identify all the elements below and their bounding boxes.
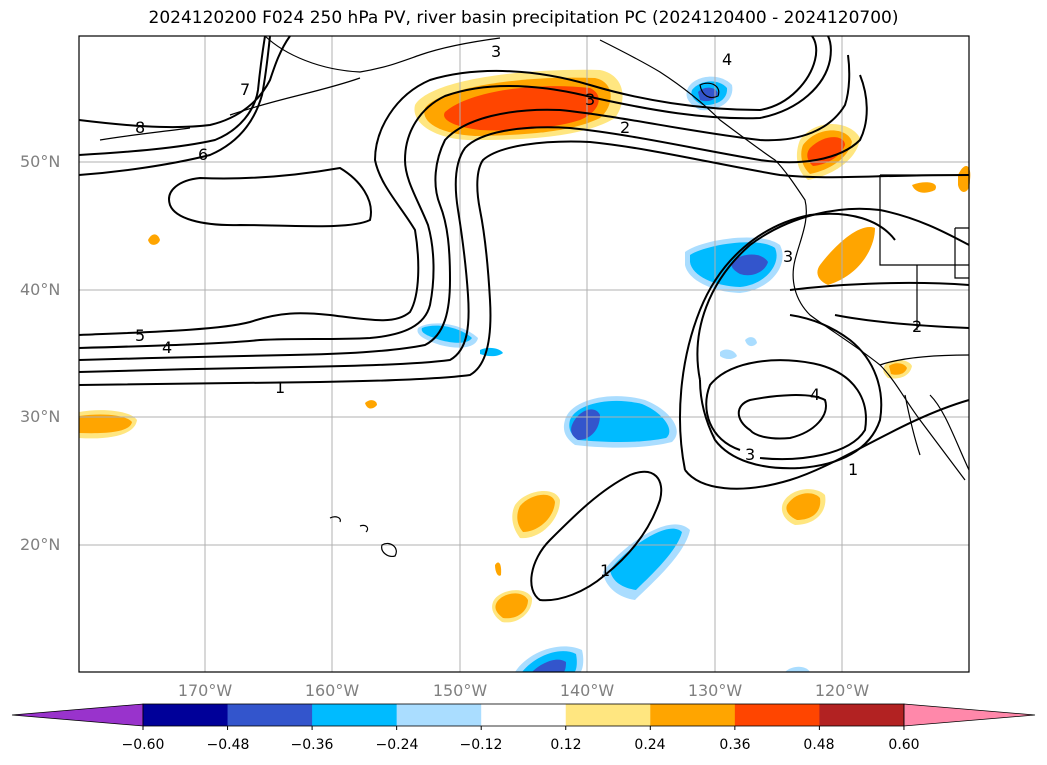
colorbar-segment	[734, 704, 820, 726]
lat-label: 50°N	[20, 152, 61, 171]
colorbar-arrow-low	[11, 703, 144, 727]
colorbar-tick-label: 0.48	[803, 737, 835, 753]
contour-label: 4	[722, 50, 732, 69]
colorbar-segment	[143, 704, 229, 726]
colorbar-tick-label: −0.36	[290, 737, 334, 753]
contour-label: 2	[620, 118, 630, 137]
lon-label: 140°W	[559, 681, 615, 700]
colorbar-tick-label: −0.48	[206, 737, 250, 753]
colorbar-tick-label: 0.12	[550, 737, 582, 753]
contour-label: 3	[783, 247, 793, 266]
lat-label: 20°N	[20, 535, 61, 554]
colorbar-tick-label: 0.24	[634, 737, 666, 753]
contour-label: 3	[745, 445, 755, 464]
colorbar-segment	[227, 704, 313, 726]
colorbar-arrow-high	[903, 703, 1036, 727]
map-border	[78, 35, 970, 673]
colorbar-segment	[650, 704, 736, 726]
contour-label: 8	[135, 118, 145, 137]
contour-label: 2	[912, 317, 922, 336]
colorbar-tick-label: −0.12	[459, 737, 503, 753]
contour-label: 3	[491, 42, 501, 61]
contour-label: 3	[585, 90, 595, 109]
colorbar-outline	[142, 703, 905, 727]
precip-shading	[79, 69, 971, 672]
contour-label: 1	[848, 460, 858, 479]
contour-label: 5	[135, 326, 145, 345]
lon-label: 130°W	[687, 681, 743, 700]
pv-contours	[78, 35, 970, 602]
contour-label: 4	[162, 338, 172, 357]
contour-label: 1	[275, 378, 285, 397]
lat-label: 30°N	[20, 407, 61, 426]
lat-label: 40°N	[20, 280, 61, 299]
colorbar-segment	[819, 704, 905, 726]
map-title: 2024120200 F024 250 hPa PV, river basin …	[148, 8, 899, 28]
colorbar-segment	[565, 704, 651, 726]
contour-label: 6	[198, 145, 208, 164]
colorbar-tick-label: 0.36	[719, 737, 751, 753]
lon-label: 160°W	[304, 681, 360, 700]
colorbar-segment	[481, 704, 567, 726]
colorbar-tick-label: 0.60	[888, 737, 920, 753]
lon-label: 150°W	[432, 681, 488, 700]
contour-labels: 3 4 3 2 8 7 6 5 4 1 3 4 3 1 2 1	[135, 42, 922, 580]
colorbar	[11, 703, 1036, 730]
graticule	[79, 36, 969, 672]
contour-label: 7	[240, 80, 250, 99]
colorbar-tick-label: −0.60	[121, 737, 165, 753]
colorbar-tick-label: −0.24	[375, 737, 419, 753]
contour-label: 4	[810, 385, 820, 404]
lon-label: 170°W	[177, 681, 233, 700]
contour-label: 1	[600, 561, 610, 580]
colorbar-segment	[396, 704, 482, 726]
lon-label: 120°W	[814, 681, 870, 700]
colorbar-segment	[312, 704, 398, 726]
